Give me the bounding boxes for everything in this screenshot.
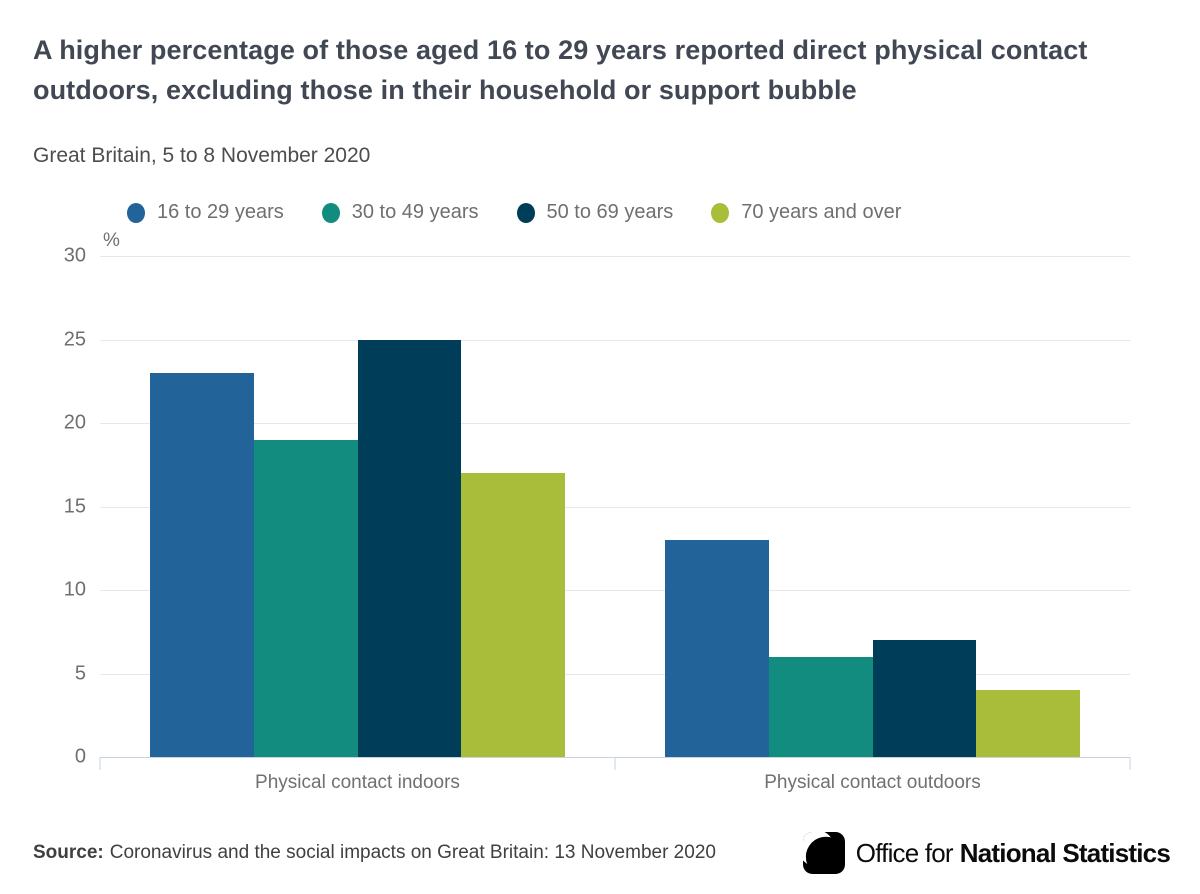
y-tick-label: 20 xyxy=(63,411,86,434)
y-tick-label: 5 xyxy=(74,662,86,684)
bar-50-to-69-years[interactable] xyxy=(357,339,462,757)
chart: % 0 5 10 15 20 25 30 Physical contact indoors P… xyxy=(0,226,1200,801)
ons-logo-text: Office for National Statistics xyxy=(855,837,1171,869)
ons-logo: Office for National Statistics xyxy=(802,832,1171,874)
chart-subtitle: Great Britain, 5 to 8 November 2020 xyxy=(33,144,371,167)
plot-area xyxy=(99,256,1131,770)
legend-item-16-to-29-years[interactable]: 16 to 29 years xyxy=(127,201,284,224)
legend-label: 30 to 49 years xyxy=(351,201,479,223)
x-axis-tick xyxy=(99,757,101,770)
logo-text-bold: National Statistics xyxy=(959,837,1171,868)
legend-label: 50 to 69 years xyxy=(546,201,674,223)
bar-30-to-49-years[interactable] xyxy=(768,656,873,757)
gridline xyxy=(100,339,1130,341)
gridline xyxy=(100,256,1130,257)
legend-dot-icon xyxy=(516,202,535,223)
y-axis-labels: 0 5 10 15 20 25 30 xyxy=(0,245,86,768)
gridline xyxy=(100,590,1130,591)
bar-70-years-and-over[interactable] xyxy=(976,690,1080,757)
x-axis-tick xyxy=(1129,757,1131,770)
legend-label: 16 to 29 years xyxy=(157,201,284,223)
legend-dot-icon xyxy=(711,202,730,223)
y-tick-label: 30 xyxy=(63,244,86,267)
gridline xyxy=(100,673,1130,675)
source-text: Coronavirus and the social impacts on Gr… xyxy=(109,842,716,863)
legend-item-50-to-69-years[interactable]: 50 to 69 years xyxy=(516,201,674,224)
legend-item-70-years-and-over[interactable]: 70 years and over xyxy=(711,201,901,224)
legend-label: 70 years and over xyxy=(741,201,902,223)
category-label: Physical contact outdoors xyxy=(764,772,981,793)
source-line: Source: Coronavirus and the social impact… xyxy=(33,842,716,864)
bar-group xyxy=(100,256,615,757)
legend: 16 to 29 years 30 to 49 years 50 to 69 yea… xyxy=(0,201,1200,224)
bar-70-years-and-over[interactable] xyxy=(461,473,565,757)
y-tick-label: 15 xyxy=(63,495,86,517)
category-labels: Physical contact indoors Physical contact… xyxy=(100,772,1130,800)
bar-16-to-29-years[interactable] xyxy=(150,372,254,757)
y-tick-label: 10 xyxy=(63,578,86,601)
chart-title: A higher percentage of those aged 16 to … xyxy=(33,35,1088,105)
source-label: Source: xyxy=(33,842,104,863)
bar-group xyxy=(615,256,1130,757)
gridline xyxy=(100,506,1130,508)
gridline xyxy=(100,423,1130,424)
bar-16-to-29-years[interactable] xyxy=(665,539,769,757)
x-axis-tick xyxy=(614,757,616,770)
category-label: Physical contact indoors xyxy=(255,772,460,793)
legend-dot-icon xyxy=(127,202,145,223)
y-tick-label: 25 xyxy=(63,328,86,350)
y-axis-unit-label: % xyxy=(103,230,120,251)
legend-item-30-to-49-years[interactable]: 30 to 49 years xyxy=(321,201,479,224)
bar-50-to-69-years[interactable] xyxy=(872,640,977,757)
logo-text-regular: Office for xyxy=(855,837,954,868)
y-tick-label: 0 xyxy=(74,745,86,768)
footer: Source: Coronavirus and the social impact… xyxy=(33,824,1171,882)
ons-logo-icon xyxy=(802,832,845,874)
bar-30-to-49-years[interactable] xyxy=(253,439,358,757)
legend-dot-icon xyxy=(321,202,340,223)
